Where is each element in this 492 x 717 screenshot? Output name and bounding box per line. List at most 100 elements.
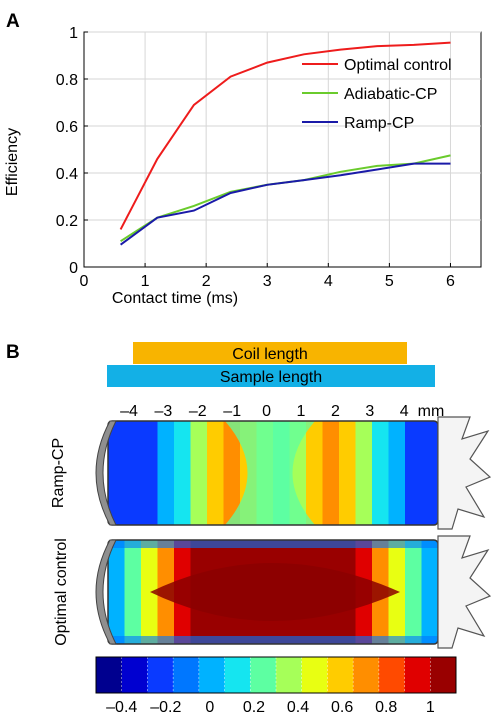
x-tick-label: 2 bbox=[202, 273, 211, 290]
field-map-ramp-cp bbox=[108, 421, 438, 525]
colorbar-tick-label: 0.2 bbox=[243, 699, 265, 716]
series-lines bbox=[119, 41, 451, 246]
cylinder-end-cap bbox=[95, 539, 117, 645]
colorbar-tick-label: 0.4 bbox=[287, 699, 309, 716]
field-map-optimal-control bbox=[108, 540, 438, 644]
colorbar-tick-label: 0.8 bbox=[375, 699, 397, 716]
y-ticks: 0 0.2 0.4 0.6 0.8 1 bbox=[56, 25, 88, 277]
core-region bbox=[150, 563, 400, 621]
field-band bbox=[372, 421, 390, 525]
legend-entry: Ramp-CP bbox=[344, 115, 414, 132]
mm-tick-label: 0 bbox=[262, 403, 271, 420]
field-band bbox=[322, 421, 340, 525]
colorbar-segment bbox=[276, 657, 303, 693]
field-band bbox=[174, 421, 192, 525]
series-line-ramp-cp bbox=[120, 162, 451, 246]
colorbar-segment bbox=[121, 657, 148, 693]
field-band bbox=[421, 421, 438, 525]
sample-length-bar bbox=[107, 365, 435, 387]
center-region bbox=[225, 421, 315, 525]
efficiency-chart: 0 1 2 3 4 5 6 0 0.2 0.4 0.6 0.8 1 Optimal control Ad… bbox=[4, 25, 482, 307]
field-band bbox=[190, 421, 208, 525]
series-line-optimal-control bbox=[119, 41, 451, 230]
field-band bbox=[141, 421, 159, 525]
x-tick-label: 6 bbox=[446, 273, 455, 290]
field-band bbox=[355, 421, 373, 525]
coil-length-label: Coil length bbox=[232, 346, 308, 363]
colorbar-segment bbox=[147, 657, 174, 693]
row-label-optimal-control: Optimal control bbox=[53, 538, 70, 646]
series-line-adiabatic-cp bbox=[120, 154, 451, 243]
y-tick-label: 0 bbox=[69, 260, 78, 277]
x-tick-label: 4 bbox=[324, 273, 333, 290]
colorbar-segment bbox=[96, 657, 123, 693]
field-band bbox=[157, 421, 175, 525]
sample-length-label: Sample length bbox=[220, 369, 322, 386]
y-tick-label: 0.8 bbox=[56, 72, 78, 89]
colorbar-segment bbox=[430, 657, 457, 693]
row-label-ramp-cp: Ramp-CP bbox=[50, 438, 67, 508]
cylinder-end-cap bbox=[95, 420, 117, 526]
colorbar-segment bbox=[404, 657, 431, 693]
mm-tick-label: –3 bbox=[155, 403, 173, 420]
colorbar-segment bbox=[250, 657, 277, 693]
x-tick-label: 3 bbox=[263, 273, 272, 290]
x-tick-label: 1 bbox=[141, 273, 150, 290]
field-band bbox=[124, 421, 142, 525]
mm-tick-label: 1 bbox=[297, 403, 306, 420]
y-tick-label: 0.2 bbox=[56, 213, 78, 230]
y-axis-label: Efficiency bbox=[4, 128, 21, 196]
mm-tick-label: –4 bbox=[120, 403, 138, 420]
y-tick-label: 0.4 bbox=[56, 166, 78, 183]
field-band bbox=[388, 421, 406, 525]
colorbar-tick-label: –0.2 bbox=[150, 699, 181, 716]
x-tick-label: 5 bbox=[385, 273, 394, 290]
colorbar-segment bbox=[353, 657, 380, 693]
legend-entry: Optimal control bbox=[344, 57, 452, 74]
edge-band-top bbox=[108, 540, 438, 548]
colorbar-tick-label: 0 bbox=[205, 699, 214, 716]
mm-tick-label: –1 bbox=[223, 403, 241, 420]
field-band bbox=[108, 540, 126, 644]
edge-band-bottom bbox=[108, 636, 438, 644]
colorbar-segment bbox=[301, 657, 328, 693]
colorbar-segment bbox=[224, 657, 251, 693]
field-band bbox=[306, 421, 324, 525]
legend: Optimal control Adiabatic-CP Ramp-CP bbox=[302, 57, 452, 132]
field-map-rows: Ramp-CP Optimal control bbox=[50, 416, 492, 649]
colorbar-segment bbox=[327, 657, 354, 693]
mm-tick-label: –2 bbox=[189, 403, 207, 420]
mm-tick-label: 4 bbox=[400, 403, 409, 420]
x-ticks: 0 1 2 3 4 5 6 bbox=[80, 263, 455, 290]
colorbar: –0.4 –0.2 0 0.2 0.4 0.6 0.8 1 bbox=[95, 656, 457, 716]
panel-b-label: B bbox=[6, 342, 20, 363]
field-band bbox=[207, 421, 225, 525]
colorbar-segment bbox=[173, 657, 200, 693]
mm-axis: –4 –3 –2 –1 0 1 2 3 4 mm bbox=[120, 403, 444, 420]
field-band bbox=[141, 540, 159, 644]
colorbar-tick-label: 0.6 bbox=[331, 699, 353, 716]
y-tick-label: 0.6 bbox=[56, 119, 78, 136]
field-band bbox=[223, 421, 241, 525]
field-band bbox=[124, 540, 142, 644]
coil-length-bar bbox=[133, 342, 407, 364]
field-band bbox=[405, 421, 423, 525]
mm-tick-label: 3 bbox=[365, 403, 374, 420]
field-band bbox=[339, 421, 357, 525]
colorbar-frame bbox=[95, 656, 457, 694]
colorbar-segment bbox=[378, 657, 405, 693]
y-tick-label: 1 bbox=[69, 25, 78, 42]
field-maps: Coil length Sample length –4 –3 –2 –1 0 1 2 3 4 m… bbox=[50, 342, 492, 716]
mm-tick-label: 2 bbox=[331, 403, 340, 420]
colorbar-segment bbox=[198, 657, 225, 693]
field-band bbox=[405, 540, 423, 644]
legend-entry: Adiabatic-CP bbox=[344, 86, 437, 103]
colorbar-tick-label: –0.4 bbox=[106, 699, 137, 716]
field-band bbox=[421, 540, 438, 644]
x-tick-label: 0 bbox=[80, 273, 89, 290]
x-axis-label: Contact time (ms) bbox=[112, 290, 238, 307]
colorbar-tick-label: 1 bbox=[426, 699, 435, 716]
cylinder-cut-end bbox=[437, 535, 492, 649]
cylinder-cut-end bbox=[437, 416, 492, 530]
